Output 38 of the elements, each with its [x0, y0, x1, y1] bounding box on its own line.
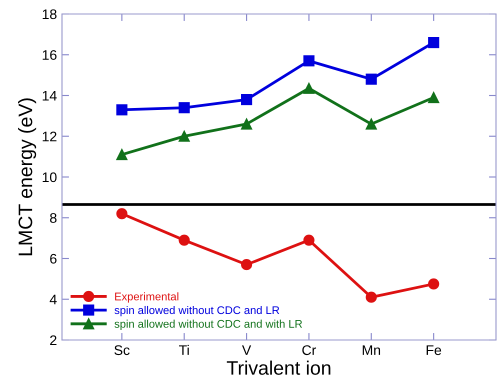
point — [366, 74, 377, 85]
legend-label: spin allowed without CDC and LR — [114, 306, 280, 316]
point — [116, 208, 128, 220]
x-tick-label: Cr — [302, 345, 316, 356]
x-tick-label: Sc — [114, 345, 130, 356]
point — [428, 278, 440, 290]
point — [428, 92, 440, 104]
legend-label: spin allowed without CDC and with LR — [114, 320, 302, 330]
point — [178, 234, 190, 246]
point — [178, 130, 190, 142]
x-tick-label: V — [242, 345, 252, 355]
point — [116, 149, 128, 160]
y-tick-label: 4 — [50, 294, 57, 304]
point — [428, 36, 440, 48]
y-tick-label: 6 — [50, 254, 57, 264]
x-tick-label: Fe — [426, 345, 442, 356]
x-tick-label: Mn — [362, 345, 380, 355]
y-tick-label: 8 — [50, 213, 57, 223]
y-axis-title: LMCT energy (eV) — [18, 98, 36, 256]
point — [366, 118, 377, 130]
y-tick-label: 10 — [42, 172, 57, 182]
y-tick-label: 16 — [42, 50, 57, 60]
y-tick-label: 18 — [42, 9, 57, 20]
x-tick-label: Ti — [179, 344, 189, 355]
point — [366, 292, 377, 303]
y-tick-label: 14 — [42, 90, 57, 101]
point — [241, 94, 252, 106]
point — [116, 104, 128, 116]
legend-label: Experimental — [115, 292, 178, 303]
point — [303, 82, 314, 94]
x-axis-title: Trivalent ion — [226, 360, 330, 375]
y-tick-label: 12 — [42, 132, 56, 142]
point — [241, 259, 252, 270]
point — [303, 234, 314, 246]
point — [178, 102, 190, 114]
y-tick-label: 2 — [50, 335, 56, 346]
point — [241, 118, 252, 130]
point — [303, 55, 314, 66]
